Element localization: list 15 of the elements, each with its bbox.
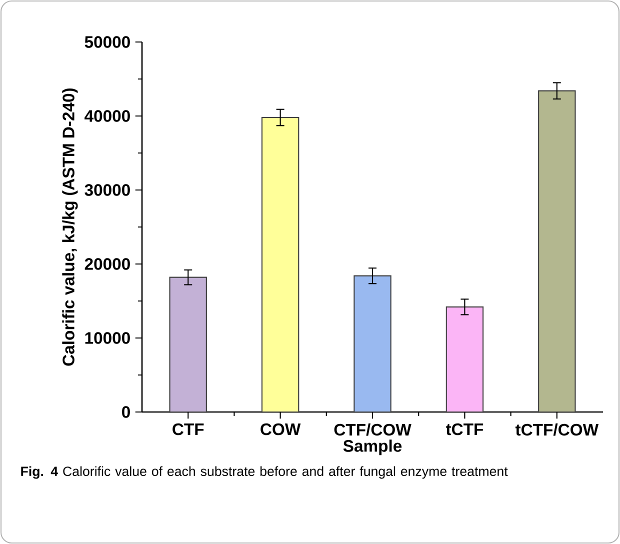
y-tick-label: 50000	[84, 36, 130, 48]
x-tick-label: tCTF/COW	[515, 423, 599, 436]
x-tick-label: COW	[260, 423, 301, 436]
y-tick-label: 30000	[84, 184, 130, 196]
y-tick-label: 40000	[84, 110, 130, 122]
x-tick-label: CTF	[172, 423, 204, 436]
x-axis-title: Sample	[343, 440, 402, 456]
y-tick-label: 0	[122, 406, 130, 418]
y-tick-label: 10000	[85, 332, 130, 344]
bar	[261, 116, 300, 412]
text: Fig. 4 Calorific value of each substrate before and after fungal enzyme treatment	[21, 466, 508, 479]
y-tick-label: 20000	[84, 258, 130, 270]
x-tick-label: CTF/COW	[334, 423, 412, 436]
y-axis-title: Calorific value, kJ/kg (ASTM D-240)	[62, 88, 78, 366]
x-tick-label: tCTF	[446, 423, 484, 436]
